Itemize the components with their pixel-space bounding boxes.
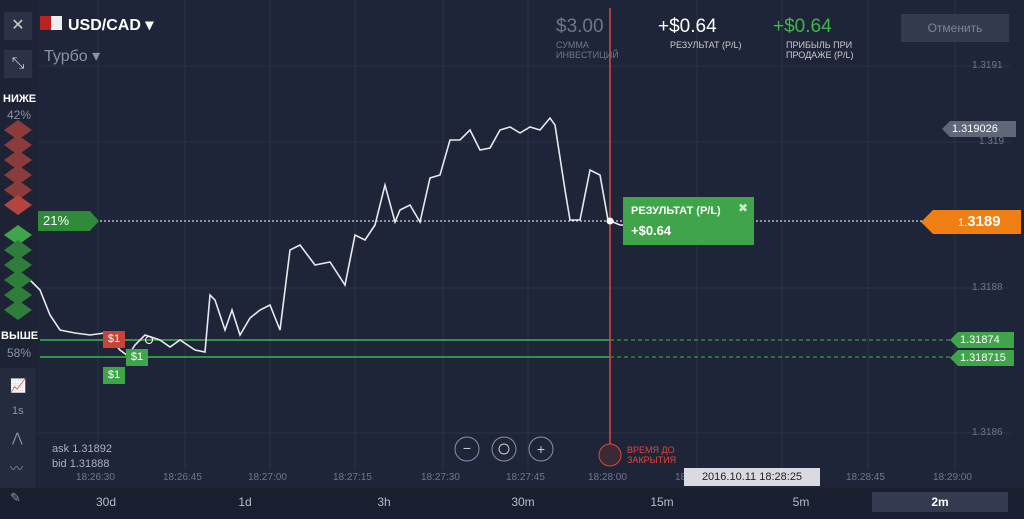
bid-value: 1.31888 <box>69 458 110 470</box>
chevrons <box>4 120 32 320</box>
interval[interactable]: 1s <box>12 405 24 417</box>
price-label: 1.3188 <box>972 282 1003 293</box>
time-label: 18:29:00 <box>933 472 972 483</box>
price-label: 1.3186 <box>972 427 1003 438</box>
popup-value: +$0.64 <box>631 223 672 238</box>
period-button[interactable]: 15m <box>650 495 674 509</box>
period-button[interactable]: 3h <box>377 495 391 509</box>
investment-value: $3.00 <box>556 16 604 37</box>
time-label: 18:27:15 <box>333 472 372 483</box>
price-line <box>29 116 630 358</box>
deal-price-tag: 1.318715 <box>950 350 1014 366</box>
time-label: 18:26:30 <box>76 472 115 483</box>
time-label: 18:26:45 <box>163 472 202 483</box>
grid <box>38 0 1010 470</box>
deal-marker: $1 <box>103 367 125 384</box>
asset: USD/CAD <box>68 17 141 34</box>
price-main: 3189 <box>967 213 1001 230</box>
bid-label: bid <box>52 458 67 470</box>
tools-panel <box>0 368 36 488</box>
period-button[interactable]: 5m <box>792 495 810 509</box>
popup-close[interactable]: ✖ <box>738 201 749 215</box>
price-label: 1.319 <box>979 136 1005 147</box>
time-label: 18:27:00 <box>248 472 287 483</box>
time-label: 18:27:45 <box>506 472 545 483</box>
asset-selector[interactable]: USD/CAD ▾ <box>68 17 154 34</box>
current-price-tag: 1.3189 <box>921 210 1021 234</box>
flags <box>40 16 62 30</box>
close-button[interactable]: ✕ <box>4 12 32 40</box>
current-percent: 21% <box>38 211 99 231</box>
period-button[interactable]: 30m <box>511 495 535 509</box>
ask-label: ask <box>52 443 70 455</box>
trend-icon[interactable]: 〰 <box>10 461 24 476</box>
mode-selector[interactable]: Турбо ▾ <box>44 48 101 65</box>
lower-percent: 42% <box>7 108 32 122</box>
result-label: РЕЗУЛЬТАТ (P/L) <box>670 40 742 50</box>
indicator-icon[interactable]: ⋀ <box>12 430 23 445</box>
high-price-tag: 1.319026 <box>942 121 1016 137</box>
chart-type-icon[interactable]: 📈 <box>10 378 27 393</box>
sell-profit-value: +$0.64 <box>773 16 832 37</box>
period-button[interactable]: 30d <box>95 495 117 509</box>
time-label: 18:27:30 <box>421 472 460 483</box>
ask-value: 1.31892 <box>72 443 112 455</box>
zoom-controls[interactable] <box>454 436 554 462</box>
mode: Турбо <box>44 48 88 65</box>
collapse-button[interactable]: ⤡ <box>4 50 32 78</box>
center-icon[interactable] <box>498 443 510 455</box>
expiry-icon <box>598 443 622 467</box>
lower-label[interactable]: НИЖЕ <box>3 93 37 105</box>
time-label: 18:28:45 <box>846 472 885 483</box>
higher-percent: 58% <box>7 346 32 360</box>
deal-price-tag: 1.31874 <box>950 332 1014 348</box>
result-popup: РЕЗУЛЬТАТ (P/L) +$0.64 ✖ <box>623 197 754 245</box>
time-label: 18:28:00 <box>588 472 627 483</box>
expiry-label: ВРЕМЯ ДО ЗАКРЫТИЯ <box>627 445 677 465</box>
deal-marker: $1 <box>103 331 125 348</box>
result-value: +$0.64 <box>658 16 717 37</box>
higher-label[interactable]: ВЫШЕ <box>1 330 39 342</box>
deal-marker: $1 <box>126 349 148 366</box>
deal-point <box>145 336 153 344</box>
time-tag: 2016.10.11 18:28:25 <box>684 468 820 486</box>
cancel-button[interactable]: Отменить <box>901 14 1009 42</box>
zoom-in[interactable]: + <box>537 441 545 457</box>
draw-icon[interactable]: ✎ <box>10 490 21 505</box>
price-label: 1.3191 <box>972 60 1003 71</box>
investment-label: СУММА ИНВЕСТИЦИЙ <box>556 40 619 60</box>
price-prefix: 1. <box>958 217 968 229</box>
period-button[interactable]: 2m <box>872 492 1008 512</box>
popup-title: РЕЗУЛЬТАТ (P/L) <box>631 205 721 217</box>
sell-profit-label: ПРИБЫЛЬ ПРИ ПРОДАЖЕ (P/L) <box>786 40 854 60</box>
period-button[interactable]: 1d <box>238 495 252 509</box>
current-point <box>606 217 614 225</box>
zoom-out[interactable]: − <box>463 440 471 456</box>
